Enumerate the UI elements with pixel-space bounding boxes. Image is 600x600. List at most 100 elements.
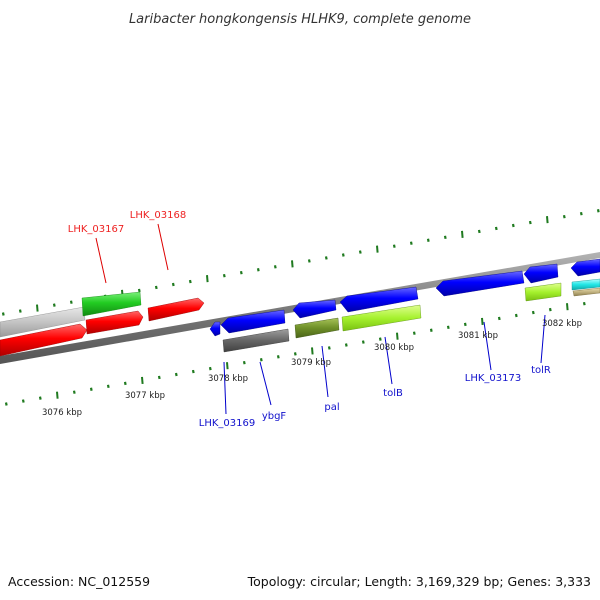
upper-tick-minor	[256, 268, 260, 272]
gene-arrow-lhk03169[interactable]	[209, 321, 221, 337]
upper-tick-minor	[341, 253, 345, 257]
upper-tick-minor	[52, 303, 56, 307]
lower-tick-minor	[361, 340, 365, 344]
upper-tick-minor	[1, 312, 5, 316]
upper-tick-minor	[222, 273, 226, 278]
upper-tick-minor	[137, 288, 141, 293]
upper-tick-minor	[154, 285, 158, 290]
tick-label: 3076 kbp	[42, 408, 82, 418]
gene-label-lhk03169[interactable]: LHK_03169	[199, 418, 255, 429]
lower-tick-minor	[259, 358, 263, 362]
gene-label-tolr[interactable]: tolR	[531, 365, 551, 376]
gene-arrow-tan[interactable]	[572, 287, 600, 297]
tick-label: 3082 kbp	[542, 319, 582, 329]
lower-tick-minor	[463, 322, 467, 327]
gene-arrow-ybgF[interactable]	[220, 309, 286, 334]
upper-tick-minor	[324, 256, 328, 260]
upper-tick-minor	[511, 223, 515, 228]
upper-tick-minor	[596, 209, 600, 213]
lower-tick-major	[481, 317, 484, 325]
upper-tick-major	[546, 216, 549, 224]
gene-arrow-darkgray[interactable]	[222, 328, 290, 353]
upper-tick-major	[206, 275, 209, 283]
tick-label: 3081 kbp	[458, 331, 498, 341]
lower-tick-major	[396, 332, 399, 340]
gene-arrow-tolB[interactable]	[339, 286, 419, 313]
gene-label-lhk03173[interactable]: LHK_03173	[465, 373, 521, 384]
lower-tick-minor	[72, 390, 76, 394]
gene-arrow-cyan[interactable]	[571, 278, 600, 291]
gene-arrow-lime-2[interactable]	[524, 282, 562, 302]
lower-tick-minor	[276, 355, 280, 359]
gene-arrow-lightgray[interactable]	[0, 306, 86, 338]
lower-tick-minor	[106, 384, 110, 389]
gene-arrow-lhk03173[interactable]	[435, 270, 525, 297]
genome-summary: Topology: circular; Length: 3,169,329 bp…	[247, 574, 591, 589]
gene-arrow-red-1[interactable]	[0, 323, 88, 357]
gene-arrow-lhk03168[interactable]	[147, 297, 205, 322]
gene-arrow-pal[interactable]	[294, 317, 340, 339]
lower-tick-minor	[378, 337, 382, 341]
lower-tick-major	[311, 347, 314, 355]
lower-tick-minor	[208, 366, 212, 371]
gene-arrow-blue-edge[interactable]	[570, 258, 600, 277]
upper-tick-minor	[69, 300, 73, 304]
upper-tick-minor	[477, 229, 481, 234]
tick-label: 3078 kbp	[208, 374, 248, 384]
tick-label: 3079 kbp	[291, 358, 331, 368]
upper-tick-major	[461, 230, 464, 238]
lower-tick-minor	[157, 375, 161, 380]
lower-tick-minor	[38, 396, 42, 400]
upper-tick-minor	[494, 226, 498, 231]
gene-label-pal[interactable]: pal	[324, 402, 339, 413]
lower-tick-minor	[242, 360, 246, 365]
tick-labels: 3076 kbp 3077 kbp 3078 kbp 3079 kbp 3080 kbp…	[42, 319, 582, 418]
upper-tick-minor	[579, 212, 583, 216]
tick-label: 3080 kbp	[374, 343, 414, 353]
upper-tick-minor	[443, 235, 447, 240]
accession-label: Accession: NC_012559	[8, 574, 150, 589]
lower-tick-minor	[174, 372, 178, 377]
gene-arrow-red-2[interactable]	[85, 310, 144, 335]
upper-tick-minor	[188, 279, 192, 284]
lower-tick-minor	[446, 325, 450, 330]
upper-tick-minor	[307, 259, 311, 263]
lower-tick-major	[141, 376, 144, 384]
gene-arrow-lime[interactable]	[341, 304, 422, 332]
gene-label-tolb[interactable]: tolB	[383, 388, 403, 399]
upper-tick-minor	[171, 282, 175, 287]
lower-tick-minor	[497, 316, 501, 321]
upper-tick-major	[376, 245, 379, 253]
gene-label-lhk03168[interactable]: LHK_03168	[130, 210, 186, 221]
upper-tick-minor	[562, 214, 566, 219]
upper-tick-minor	[358, 250, 362, 254]
lower-tick-major	[226, 362, 229, 370]
lower-tick-minor	[514, 313, 518, 318]
lower-tick-minor	[4, 402, 8, 406]
gene-arrow-lhk03167[interactable]	[81, 291, 142, 317]
lower-tick-minor	[412, 331, 416, 335]
lower-tick-major	[566, 303, 569, 311]
gene-arrow-blue-small[interactable]	[292, 299, 337, 319]
lower-tick-minor	[123, 381, 127, 386]
gene-label-lhk03167[interactable]: LHK_03167	[68, 224, 124, 235]
lower-tick-minor	[582, 302, 586, 306]
upper-tick-minor	[273, 265, 277, 269]
upper-tick-minor	[409, 241, 413, 245]
gene-label-ybgf[interactable]: ybgF	[262, 411, 287, 422]
lower-tick-major	[56, 391, 59, 399]
lower-tick-minor	[293, 352, 297, 356]
gene-labels: LHK_03167 LHK_03168 LHK_03169 ybgF pal tolB LH…	[68, 210, 551, 429]
tick-label: 3077 kbp	[125, 391, 165, 401]
lower-tick-minor	[429, 328, 433, 332]
lower-tick-track	[4, 302, 586, 406]
lower-tick-minor	[21, 399, 25, 403]
leader-lines	[95, 223, 546, 415]
upper-tick-major	[36, 304, 39, 312]
lower-tick-minor	[344, 343, 348, 347]
upper-tick-major	[291, 260, 294, 268]
upper-tick-minor	[239, 270, 243, 275]
upper-tick-minor	[18, 309, 22, 313]
gene-arrow-tolR[interactable]	[523, 263, 559, 284]
